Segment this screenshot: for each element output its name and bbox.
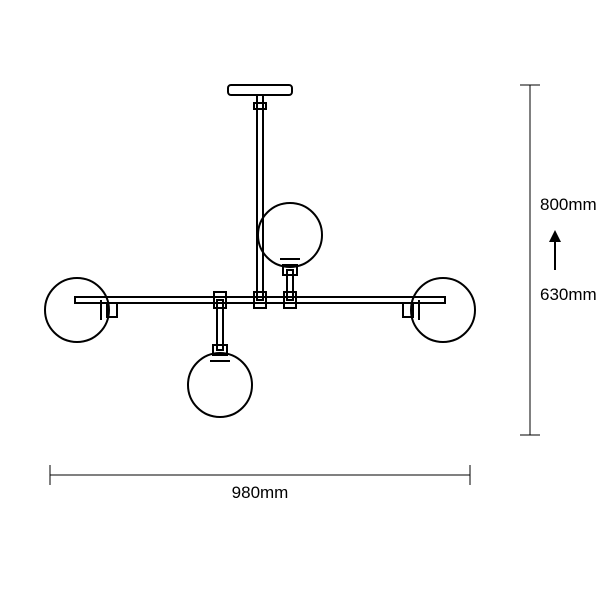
height-arrow-head [549, 230, 561, 242]
height-max-label: 800mm [540, 195, 597, 214]
bulb-globe [411, 278, 475, 342]
stem-collar [254, 103, 266, 109]
width-label: 980mm [232, 483, 289, 502]
height-min-label: 630mm [540, 285, 597, 304]
bulb-globe [45, 278, 109, 342]
dimension-drawing: 980mm 800mm 630mm [0, 0, 600, 600]
bulb-globe [258, 203, 322, 267]
bulb-globe [188, 353, 252, 417]
stem [257, 95, 263, 300]
ceiling-canopy [228, 85, 292, 95]
